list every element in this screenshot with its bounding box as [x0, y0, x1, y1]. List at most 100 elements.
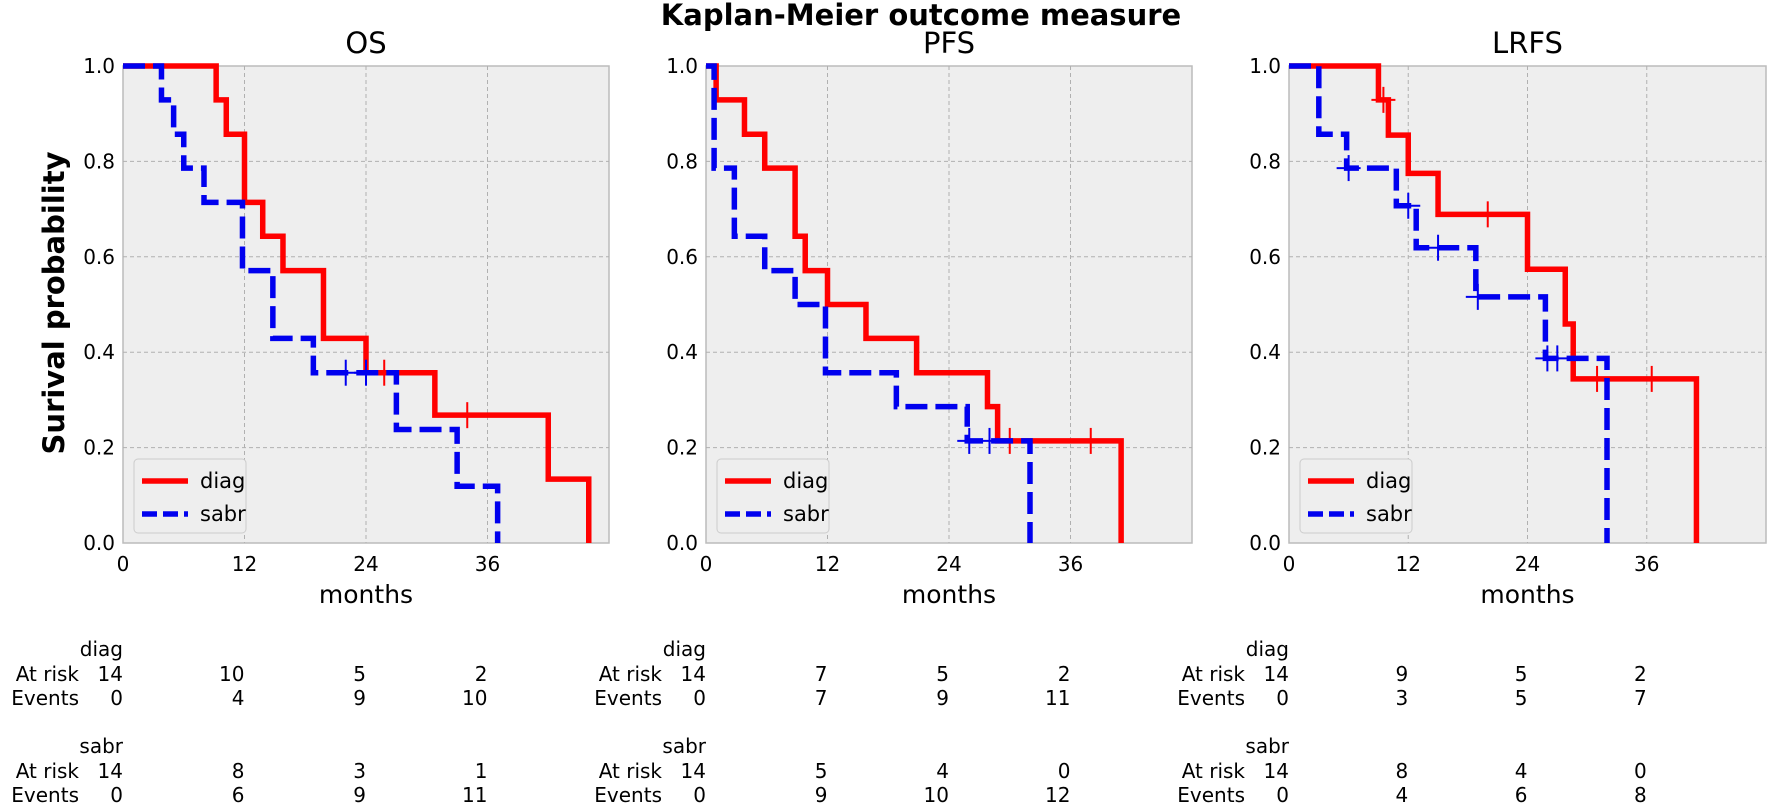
series-line-sabr — [123, 63, 501, 543]
risk-events-value: 0 — [1276, 783, 1289, 807]
x-tick-label: 36 — [1634, 552, 1659, 576]
risk-group-label: diag — [80, 637, 123, 661]
x-tick-label: 36 — [475, 552, 500, 576]
x-tick-label: 12 — [232, 552, 257, 576]
risk-group-label: diag — [1246, 637, 1289, 661]
risk-events-value: 7 — [1634, 686, 1647, 710]
y-tick-label: 0.6 — [83, 245, 115, 269]
y-tick-label: 0.2 — [83, 436, 115, 460]
risk-row-label-events: Events — [11, 686, 79, 710]
risk-events-value: 3 — [1396, 686, 1409, 710]
risk-events-value: 0 — [110, 783, 123, 807]
risk-events-value: 10 — [924, 783, 949, 807]
risk-at-risk-value: 10 — [219, 662, 244, 686]
x-tick-label: 0 — [117, 552, 130, 576]
risk-at-risk-value: 14 — [1264, 759, 1289, 783]
risk-row-label-at-risk: At risk — [1182, 662, 1246, 686]
risk-group-label: sabr — [662, 734, 706, 758]
x-tick-label: 12 — [1396, 552, 1421, 576]
y-tick-label: 0.8 — [1249, 149, 1281, 173]
risk-at-risk-value: 2 — [1634, 662, 1647, 686]
risk-events-value: 6 — [232, 783, 245, 807]
risk-at-risk-value: 14 — [98, 662, 123, 686]
y-tick-label: 1.0 — [1249, 54, 1281, 78]
series-line-diag — [706, 63, 1124, 543]
figure-title: Kaplan-Meier outcome measure — [661, 0, 1181, 32]
risk-events-value: 0 — [110, 686, 123, 710]
y-tick-label: 0.2 — [666, 436, 698, 460]
legend-label-diag: diag — [783, 469, 828, 493]
risk-events-value: 9 — [353, 686, 366, 710]
y-tick-label: 1.0 — [666, 54, 698, 78]
y-axis-label: Surival probability — [37, 151, 71, 454]
legend-label-diag: diag — [1366, 469, 1411, 493]
x-axis-label: months — [319, 580, 413, 609]
risk-at-risk-value: 3 — [353, 759, 366, 783]
risk-at-risk-value: 14 — [681, 759, 706, 783]
legend-label-diag: diag — [200, 469, 245, 493]
x-tick-label: 0 — [1283, 552, 1296, 576]
legend-box — [1299, 458, 1413, 534]
legend-label-sabr: sabr — [200, 502, 246, 526]
risk-at-risk-value: 4 — [1515, 759, 1528, 783]
risk-events-value: 0 — [693, 783, 706, 807]
risk-row-label-at-risk: At risk — [599, 662, 663, 686]
risk-row-label-at-risk: At risk — [599, 759, 663, 783]
risk-at-risk-value: 2 — [475, 662, 488, 686]
risk-events-value: 0 — [693, 686, 706, 710]
x-tick-label: 24 — [353, 552, 378, 576]
legend-box — [716, 458, 830, 534]
risk-events-value: 12 — [1045, 783, 1070, 807]
risk-at-risk-value: 5 — [353, 662, 366, 686]
risk-events-value: 5 — [1515, 686, 1528, 710]
risk-at-risk-value: 5 — [1515, 662, 1528, 686]
x-axis-label: months — [902, 580, 996, 609]
risk-events-value: 0 — [1276, 686, 1289, 710]
x-tick-label: 24 — [936, 552, 961, 576]
risk-at-risk-value: 14 — [1264, 662, 1289, 686]
series-line-sabr — [1289, 63, 1610, 543]
risk-events-value: 8 — [1634, 783, 1647, 807]
risk-at-risk-value: 5 — [936, 662, 949, 686]
risk-group-label: sabr — [1245, 734, 1289, 758]
risk-at-risk-value: 14 — [681, 662, 706, 686]
y-tick-label: 1.0 — [83, 54, 115, 78]
risk-events-value: 4 — [232, 686, 245, 710]
risk-at-risk-value: 8 — [232, 759, 245, 783]
risk-at-risk-value: 14 — [98, 759, 123, 783]
risk-events-value: 11 — [462, 783, 487, 807]
risk-at-risk-value: 4 — [936, 759, 949, 783]
panel-lrfs: 0 12 24 360.00.20.40.60.81.0LRFSmonthsdiags… — [1177, 26, 1767, 807]
y-tick-label: 0.4 — [1249, 340, 1281, 364]
risk-row-label-at-risk: At risk — [16, 759, 80, 783]
panel-title: OS — [345, 26, 386, 60]
risk-at-risk-value: 0 — [1634, 759, 1647, 783]
risk-row-label-events: Events — [1177, 783, 1245, 807]
y-tick-label: 0.0 — [666, 531, 698, 555]
risk-at-risk-value: 0 — [1058, 759, 1071, 783]
panel-os: 0 12 24 360.00.20.40.60.81.0OSmonthsdiagsab… — [11, 26, 610, 807]
risk-events-value: 11 — [1045, 686, 1070, 710]
risk-events-value: 7 — [815, 686, 828, 710]
legend-label-sabr: sabr — [783, 502, 829, 526]
risk-row-label-at-risk: At risk — [16, 662, 80, 686]
y-tick-label: 0.8 — [666, 149, 698, 173]
x-tick-label: 0 — [700, 552, 713, 576]
panel-pfs: 0 12 24 360.00.20.40.60.81.0PFSmonthsdiagsa… — [594, 26, 1193, 807]
risk-at-risk-value: 8 — [1396, 759, 1409, 783]
risk-at-risk-value: 5 — [815, 759, 828, 783]
risk-at-risk-value: 9 — [1396, 662, 1409, 686]
y-tick-label: 0.6 — [666, 245, 698, 269]
risk-row-label-events: Events — [11, 783, 79, 807]
risk-row-label-events: Events — [594, 783, 662, 807]
x-tick-label: 12 — [815, 552, 840, 576]
x-tick-label: 36 — [1058, 552, 1083, 576]
x-axis-label: months — [1480, 580, 1574, 609]
y-tick-label: 0.2 — [1249, 436, 1281, 460]
y-tick-label: 0.8 — [83, 149, 115, 173]
risk-events-value: 9 — [815, 783, 828, 807]
panel-title: PFS — [923, 26, 975, 60]
series-line-diag — [123, 63, 592, 543]
x-tick-label: 24 — [1515, 552, 1540, 576]
risk-events-value: 10 — [462, 686, 487, 710]
